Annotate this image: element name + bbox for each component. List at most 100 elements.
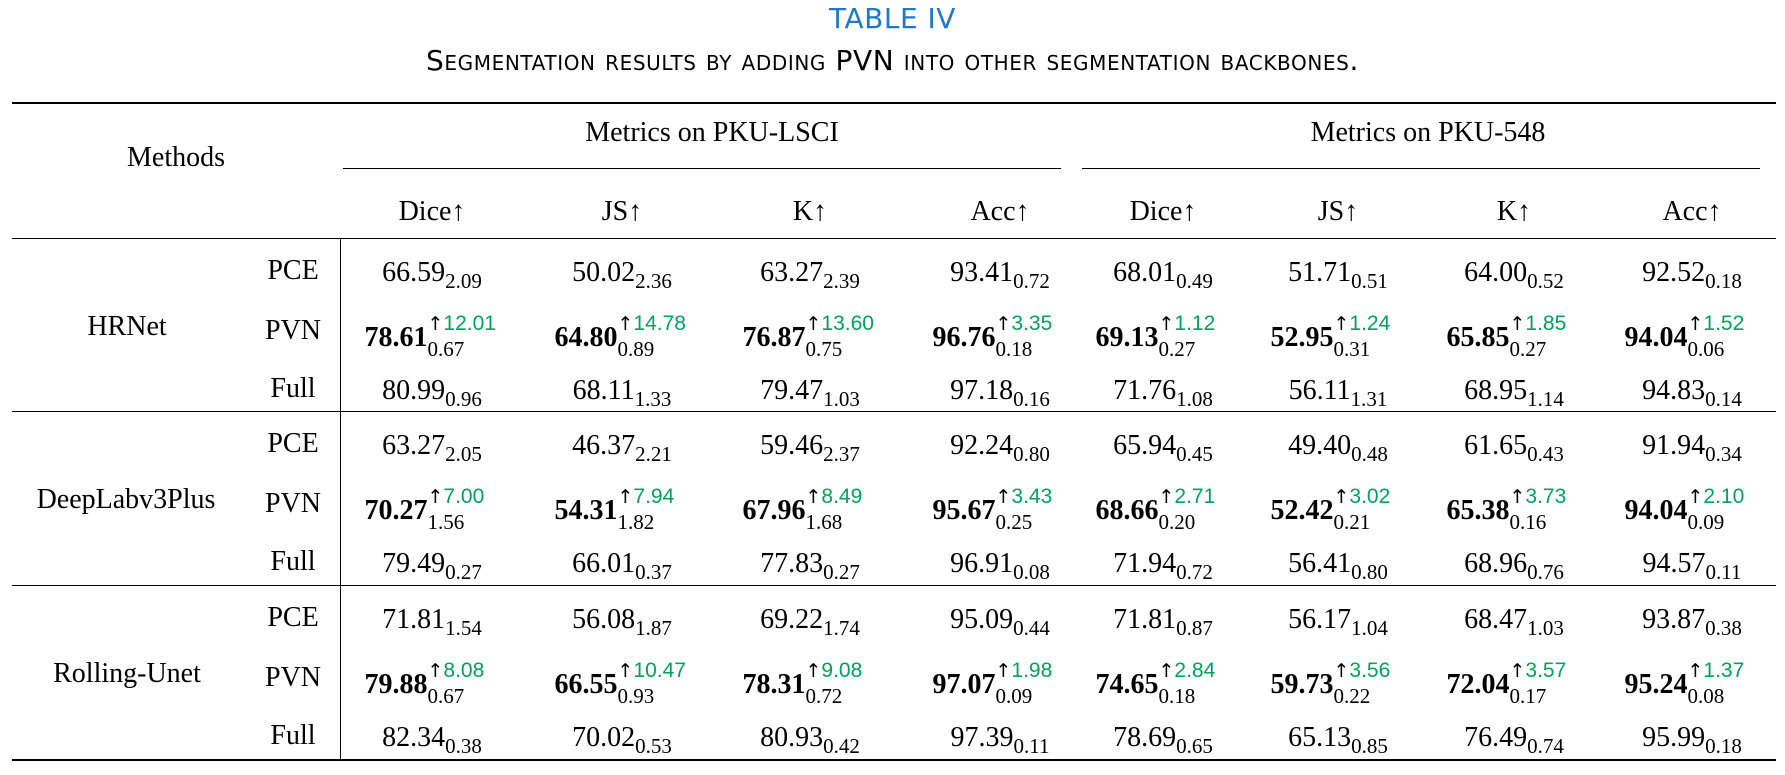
- cell-std: 0.38: [445, 734, 482, 758]
- table-cell: 95.090.44: [950, 606, 1050, 639]
- cell-mean: 95.24: [1624, 669, 1688, 700]
- table-cell: 46.372.21: [572, 432, 672, 465]
- cell-gain-stack: ↑3.73 0.16: [1510, 486, 1582, 533]
- cell-mean: 56.17: [1288, 604, 1352, 635]
- table-cell: 65.38 ↑3.73 0.16: [1447, 486, 1582, 533]
- table-cell: 66.55 ↑10.47 0.93: [555, 660, 690, 707]
- up-arrow-icon: ↑: [617, 486, 634, 508]
- gain-value: ↑7.94: [617, 485, 675, 508]
- cell-gain-stack: ↑2.84 0.18: [1159, 660, 1231, 707]
- metric-header: Acc↑: [970, 196, 1030, 227]
- cell-std: 0.34: [1705, 442, 1742, 466]
- cell-std: 0.18: [1158, 684, 1196, 708]
- table-cell: 78.61 ↑12.01 0.67: [364, 313, 500, 360]
- gain-value: ↑1.37: [1687, 659, 1745, 682]
- table-cell: 91.940.34: [1642, 432, 1742, 465]
- table-caption: Segmentation results by adding PVN into …: [426, 44, 1359, 77]
- method-name: HRNet: [87, 311, 167, 342]
- cell-mean: 59.73: [1270, 669, 1334, 700]
- cell-gain-stack: ↑3.02 0.21: [1334, 486, 1406, 533]
- cell-std: 2.09: [445, 269, 482, 293]
- block-rule-1: [12, 411, 1776, 412]
- cell-std: 2.36: [635, 269, 672, 293]
- cell-mean: 78.69: [1113, 722, 1177, 753]
- methods-header: Methods: [127, 142, 225, 173]
- variant-label: Full: [270, 720, 316, 751]
- table-cell: 97.07 ↑1.98 0.09: [932, 660, 1068, 707]
- cell-mean: 68.01: [1113, 257, 1177, 288]
- up-arrow-icon: ↑: [995, 313, 1012, 335]
- cell-std: 0.18: [995, 337, 1033, 361]
- cell-mean: 78.31: [742, 669, 806, 700]
- cell-std: 2.21: [635, 442, 672, 466]
- cell-std: 1.33: [634, 387, 672, 411]
- cell-std: 0.38: [1705, 616, 1742, 640]
- table-cell: 68.951.14: [1464, 375, 1564, 410]
- cell-mean: 68.95: [1464, 375, 1528, 406]
- up-arrow-icon: ↑: [427, 486, 444, 508]
- table-cell: 50.022.36: [572, 259, 672, 292]
- gain-value: ↑3.35: [995, 312, 1053, 335]
- cell-std: 0.27: [823, 560, 860, 584]
- table-number: TABLE IV: [829, 2, 956, 35]
- variant-label: PCE: [267, 255, 319, 286]
- gain-value: ↑2.84: [1158, 659, 1216, 682]
- cell-mean: 97.18: [950, 375, 1014, 406]
- cell-mean: 64.80: [554, 322, 618, 353]
- up-arrow-icon: ↑: [1333, 660, 1350, 682]
- table-cell: 96.76 ↑3.35 0.18: [933, 313, 1068, 360]
- cell-std: 1.74: [823, 616, 860, 640]
- cell-mean: 66.59: [382, 257, 446, 288]
- cell-gain-stack: ↑1.37 0.08: [1688, 660, 1760, 707]
- table-cell: 56.171.04: [1288, 604, 1388, 639]
- cell-gain-stack: ↑1.98 0.09: [996, 660, 1068, 707]
- table-cell: 79.490.27: [382, 550, 482, 583]
- cell-mean: 97.07: [932, 669, 996, 700]
- gain-value: ↑3.43: [995, 485, 1053, 508]
- table-cell: 80.990.96: [382, 377, 482, 410]
- method-name: Rolling-Unet: [53, 658, 201, 689]
- cell-gain-stack: ↑8.49 1.68: [806, 486, 878, 533]
- cell-std: 0.76: [1527, 560, 1564, 584]
- cell-std: 0.96: [445, 387, 482, 411]
- cell-mean: 65.94: [1113, 430, 1177, 461]
- up-arrow-icon: ↑: [805, 313, 822, 335]
- gain-value: ↑10.47: [617, 659, 686, 682]
- table-cell: 52.95 ↑1.24 0.31: [1271, 313, 1406, 360]
- cell-mean: 79.88: [364, 669, 428, 700]
- cell-std: 0.14: [1705, 387, 1742, 411]
- cell-std: 0.67: [427, 337, 465, 361]
- cell-mean: 72.04: [1446, 669, 1510, 700]
- table-cell: 95.67 ↑3.43 0.25: [933, 486, 1068, 533]
- cell-std: 0.80: [1351, 560, 1388, 584]
- cell-gain-stack: ↑3.56 0.22: [1334, 660, 1406, 707]
- cell-std: 1.54: [445, 616, 482, 640]
- gain-value: ↑1.12: [1158, 312, 1216, 335]
- table-cell: 52.42 ↑3.02 0.21: [1271, 486, 1406, 533]
- table-cell: 76.490.74: [1464, 724, 1564, 757]
- gain-value: ↑9.08: [805, 659, 863, 682]
- cell-mean: 78.61: [364, 322, 428, 353]
- gain-value: ↑13.60: [805, 312, 874, 335]
- table-cell: 94.04 ↑2.10 0.09: [1625, 486, 1760, 533]
- table-cell: 56.081.87: [572, 606, 672, 639]
- cell-mean: 56.11: [1288, 375, 1351, 406]
- table-cell: 56.111.31: [1288, 375, 1388, 410]
- cell-gain-stack: ↑2.10 0.09: [1688, 486, 1760, 533]
- variant-label: PVN: [264, 488, 322, 519]
- cell-std: 0.37: [635, 560, 672, 584]
- table-cell: 69.13 ↑1.12 0.27: [1095, 313, 1231, 360]
- up-arrow-icon: ↑: [427, 660, 444, 682]
- table-cell: 49.400.48: [1288, 432, 1388, 465]
- gain-value: ↑3.56: [1333, 659, 1391, 682]
- cell-std: 0.65: [1176, 734, 1213, 758]
- table-cell: 82.340.38: [382, 724, 482, 757]
- cell-gain-stack: ↑12.01 0.67: [428, 313, 500, 360]
- table-cell: 54.31 ↑7.94 1.82: [555, 486, 690, 533]
- cell-mean: 69.13: [1095, 322, 1159, 353]
- cell-std: 1.03: [1527, 616, 1564, 640]
- table-cell: 71.810.87: [1113, 606, 1213, 639]
- cell-std: 0.75: [805, 337, 843, 361]
- up-arrow-icon: ↑: [617, 313, 634, 335]
- cell-mean: 92.52: [1642, 257, 1706, 288]
